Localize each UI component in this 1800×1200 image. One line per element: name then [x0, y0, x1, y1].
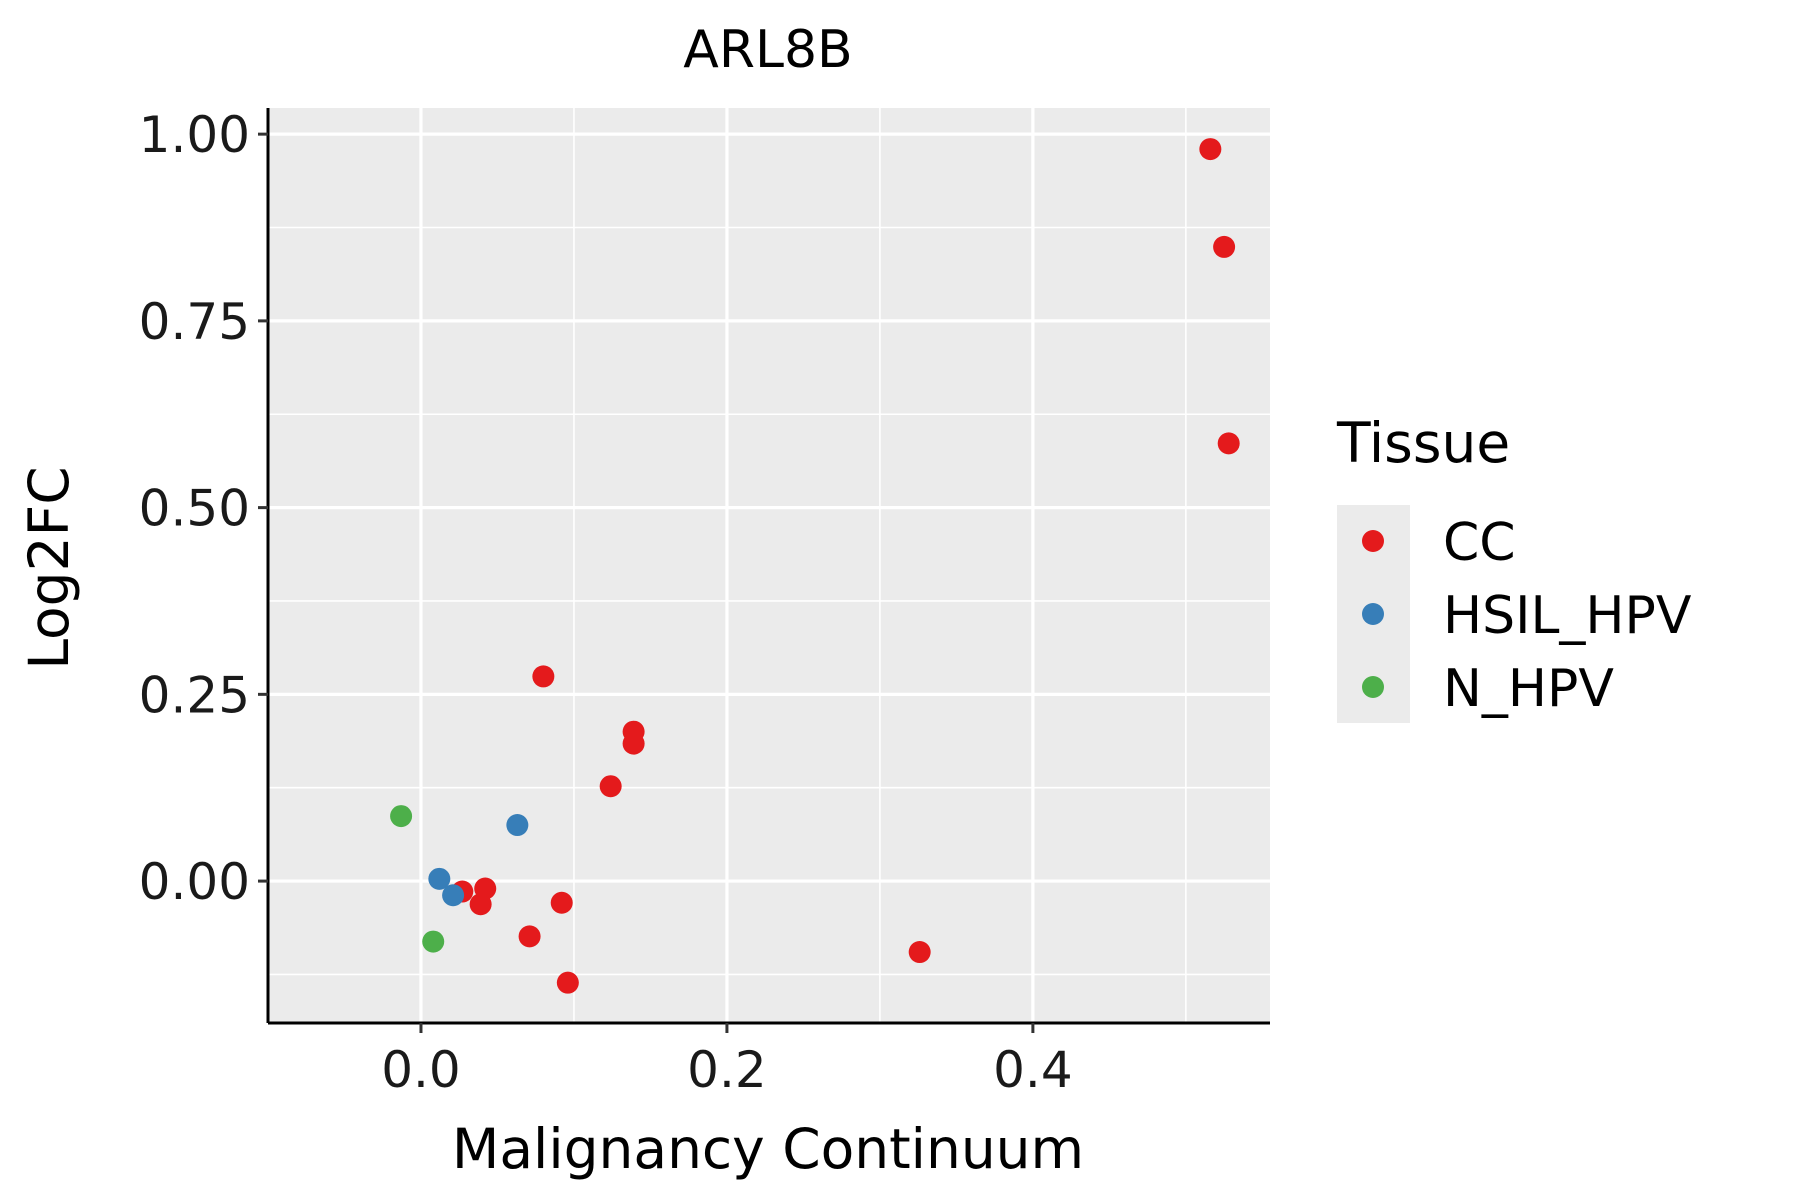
x-tick-label: 0.0 [381, 1041, 461, 1099]
legend-label-cc: CC [1443, 513, 1516, 573]
y-tick-label: 0.75 [139, 293, 250, 351]
point-cc [908, 941, 931, 964]
point-cc [469, 893, 492, 916]
x-axis-title: Malignancy Continuum [452, 1117, 1084, 1181]
y-axis-title: Log2FC [17, 466, 81, 669]
y-tick-label: 1.00 [139, 106, 250, 164]
x-axis-ticks: 0.0 0.2 0.4 [381, 1023, 1073, 1099]
x-tick-label: 0.2 [687, 1041, 767, 1099]
legend-label-n-hpv: N_HPV [1443, 659, 1614, 719]
y-axis-ticks: 0.00 0.25 0.50 0.75 1.00 [139, 106, 268, 911]
point-hsil-hpv [506, 814, 529, 837]
point-cc [550, 891, 573, 914]
point-cc [518, 925, 541, 948]
point-n-hpv [390, 805, 413, 828]
y-tick-label: 0.50 [139, 480, 250, 538]
point-cc [622, 732, 645, 755]
point-cc [556, 971, 579, 994]
legend-label-hsil-hpv: HSIL_HPV [1443, 586, 1692, 646]
point-cc [1199, 138, 1222, 161]
point-hsil-hpv [442, 884, 465, 907]
point-cc [1213, 235, 1236, 258]
point-cc [1217, 432, 1240, 455]
legend-key-cc [1362, 530, 1384, 552]
plot-panel [268, 108, 1270, 1023]
x-tick-label: 0.4 [993, 1041, 1073, 1099]
legend: Tissue CC HSIL_HPV N_HPV [1336, 411, 1692, 723]
point-cc [599, 775, 622, 798]
y-tick-label: 0.25 [139, 666, 250, 724]
y-tick-label: 0.00 [139, 853, 250, 911]
point-cc [532, 665, 555, 688]
legend-title: Tissue [1336, 411, 1510, 475]
point-hsil-hpv [428, 867, 451, 890]
minor-gridlines [268, 108, 1270, 1023]
data-points [390, 138, 1240, 994]
chart-title: ARL8B [683, 20, 852, 80]
legend-key-n-hpv [1362, 676, 1384, 698]
point-n-hpv [422, 930, 445, 953]
legend-key-hsil-hpv [1362, 603, 1384, 625]
